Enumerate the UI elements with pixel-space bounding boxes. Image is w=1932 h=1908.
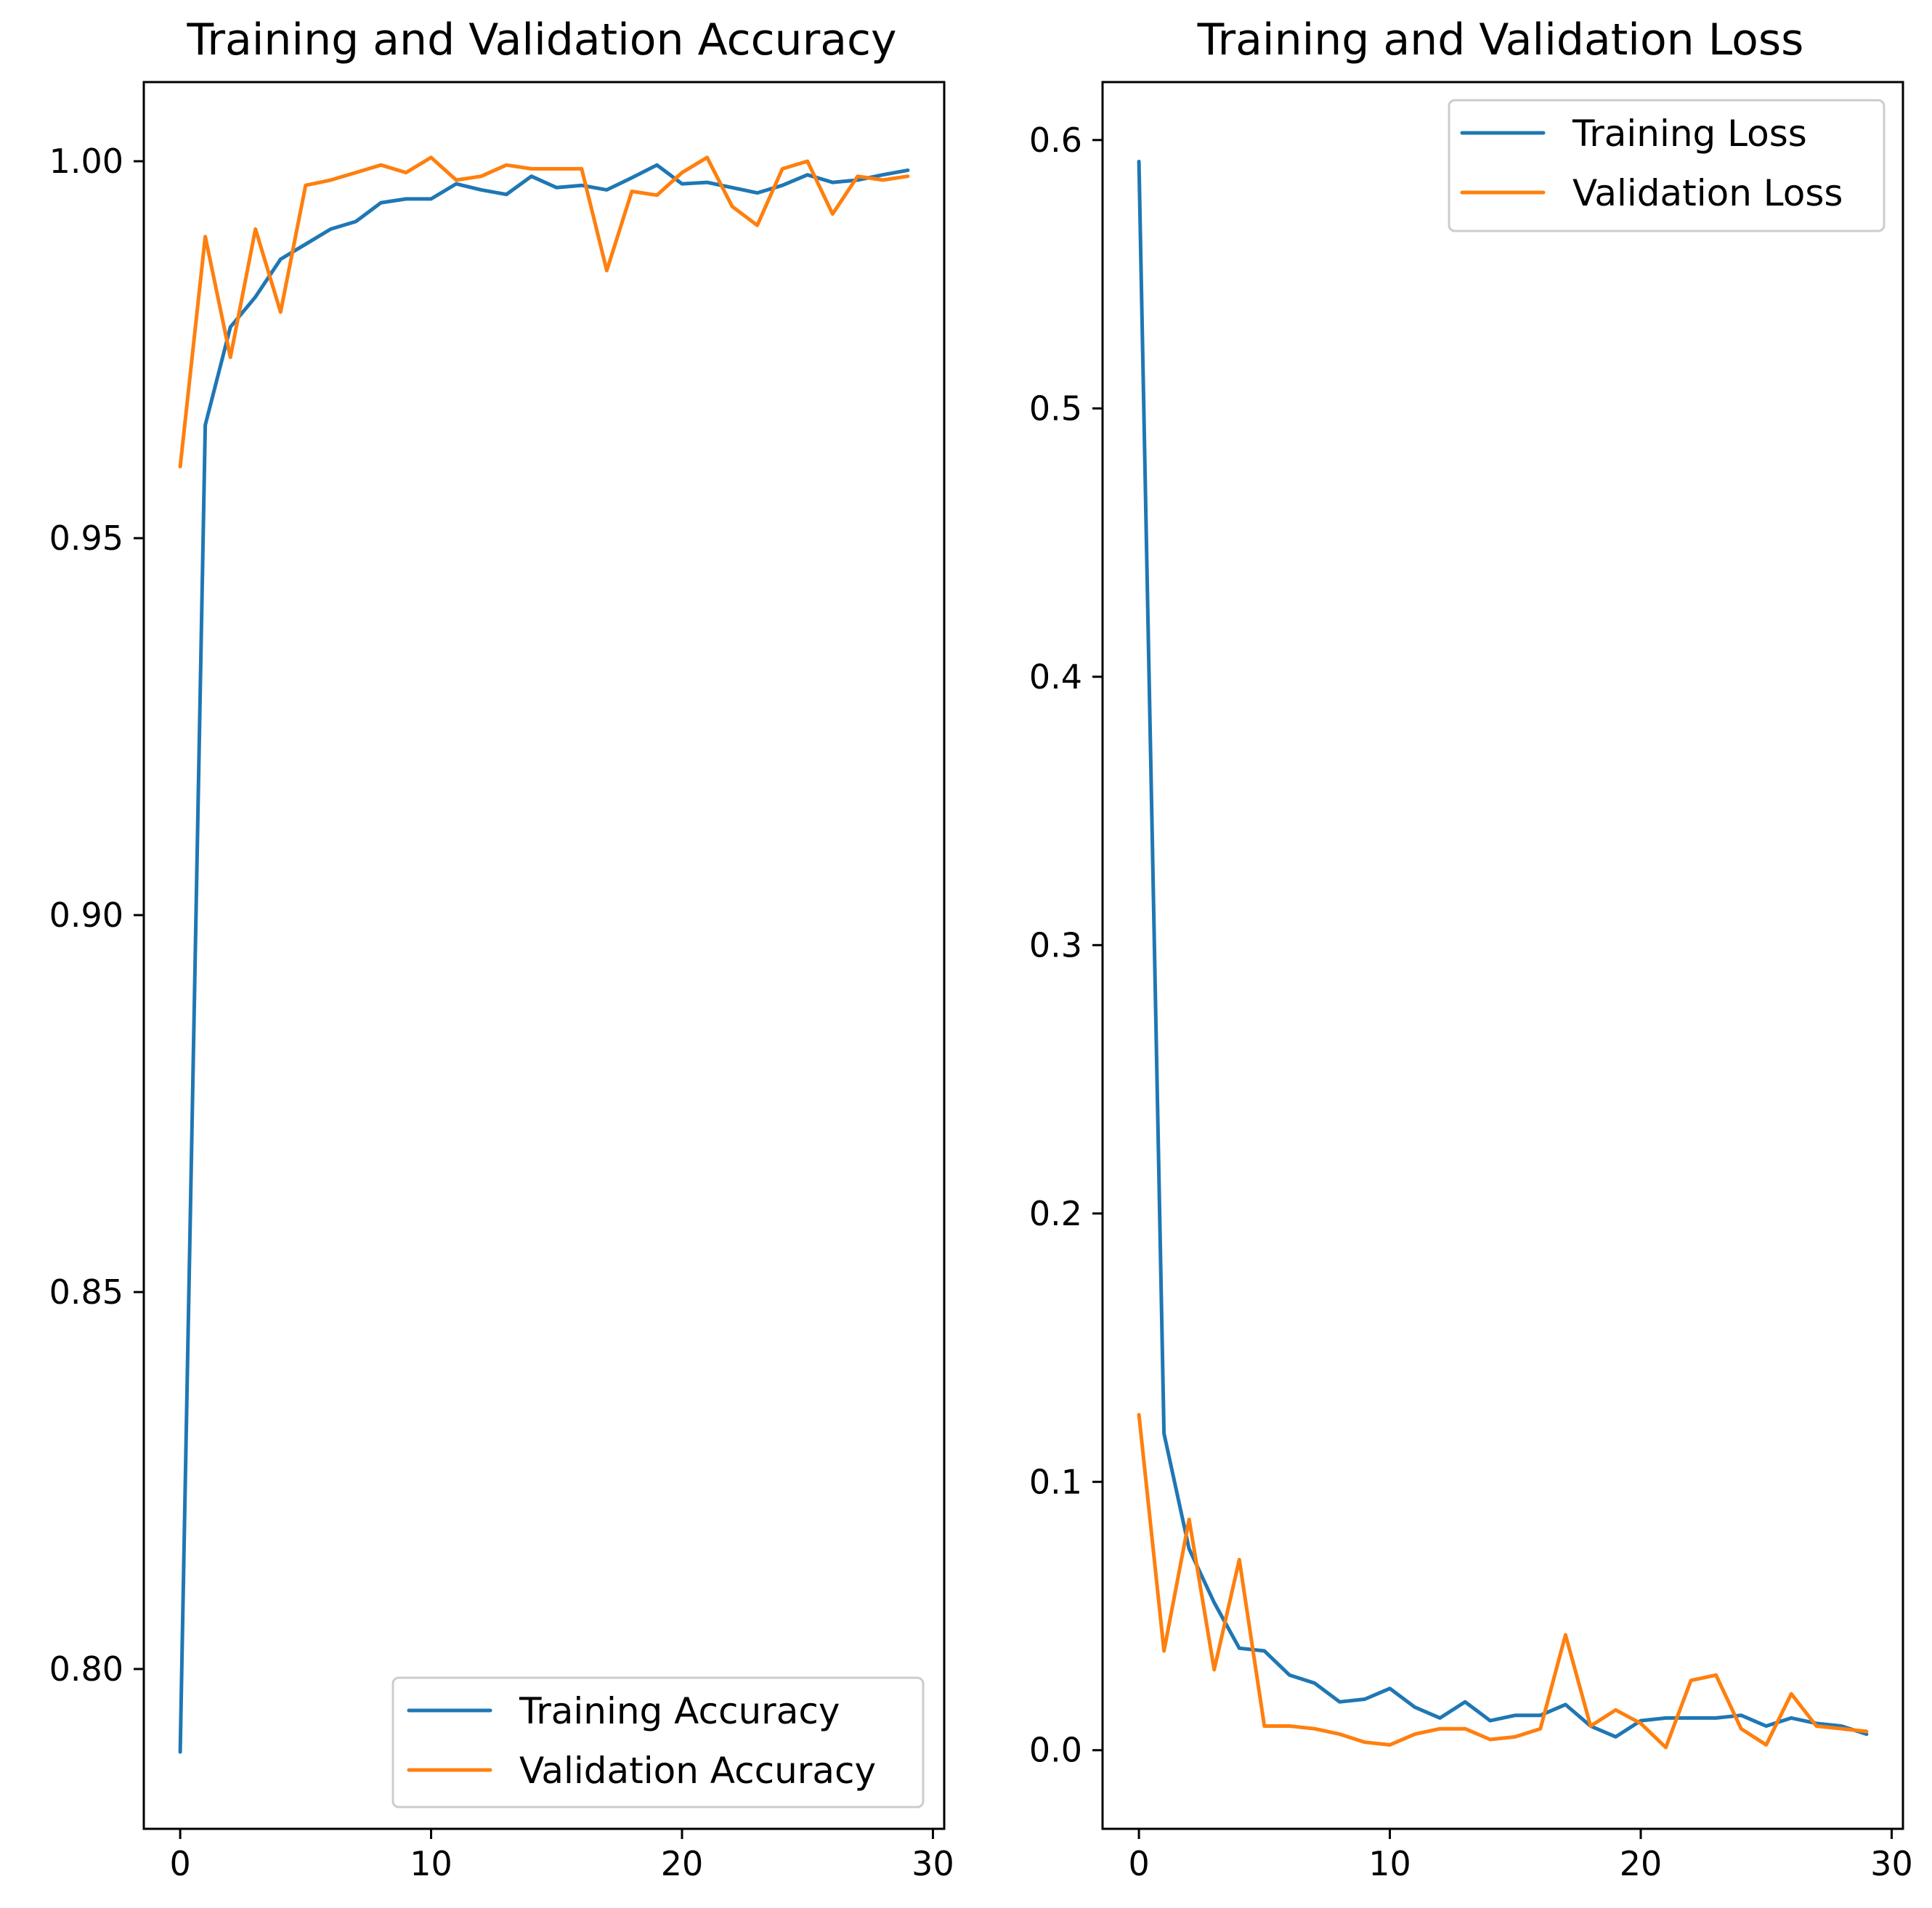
accuracy-x-tick-label: 30 (912, 1844, 954, 1883)
loss-training-line (1137, 159, 1869, 1739)
loss-legend-box (1448, 99, 1886, 232)
loss-y-tick-label: 0.6 (1029, 121, 1082, 160)
loss-y-tick-label: 0.4 (1029, 657, 1082, 697)
loss-y-tick-label: 0.0 (1029, 1731, 1082, 1770)
loss-y-tick-label: 0.2 (1029, 1194, 1082, 1233)
loss-x-tick-label: 20 (1620, 1844, 1663, 1883)
loss-x-tick-label: 10 (1368, 1844, 1411, 1883)
loss-validation-line (1137, 1413, 1869, 1750)
accuracy-y-tick-label: 0.90 (49, 896, 123, 935)
accuracy-plot-frame (142, 81, 946, 1830)
accuracy-y-tick-label: 0.95 (49, 519, 123, 558)
accuracy-chart-title: Training and Validation Accuracy (186, 15, 896, 65)
accuracy-y-tick-label: 0.85 (49, 1272, 123, 1312)
accuracy-validation-line (178, 155, 910, 468)
loss-x-tick-label: 30 (1870, 1844, 1913, 1883)
loss-ticks: 0 10 20 30 0.0 0.1 0.2 0.3 0.4 0.5 0.6 (1029, 121, 1913, 1883)
accuracy-legend-box (391, 1676, 925, 1808)
loss-chart: Training and Validation Loss 0 10 20 300.00… (1029, 15, 1913, 1883)
loss-y-tick-label: 0.3 (1029, 925, 1082, 965)
loss-y-tick-label: 0.5 (1029, 389, 1082, 428)
accuracy-training-line (178, 163, 910, 1754)
loss-legend: Training Loss Validation Loss (1448, 99, 1886, 232)
accuracy-legend-label-training: Training Accuracy (519, 1690, 840, 1732)
accuracy-chart: Training and Validation Accuracy 0 10 20 30… (49, 15, 954, 1883)
accuracy-series-lines (178, 155, 910, 1754)
loss-legend-label-validation: Validation Loss (1572, 172, 1843, 214)
accuracy-y-tick-label: 1.00 (49, 142, 123, 181)
loss-y-tick-label: 0.1 (1029, 1462, 1082, 1501)
accuracy-y-tick-label: 0.80 (49, 1649, 123, 1689)
accuracy-x-tick-label: 10 (410, 1844, 452, 1883)
accuracy-ticks: 0 10 20 30 0.80 0.85 0.90 0.95 1.00 (49, 142, 954, 1883)
loss-chart-title: Training and Validation Loss (1197, 15, 1804, 65)
loss-plot-frame (1101, 81, 1904, 1830)
loss-legend-label-training: Training Loss (1572, 113, 1807, 155)
loss-series-lines (1137, 159, 1869, 1750)
accuracy-legend-label-validation: Validation Accuracy (519, 1750, 876, 1792)
accuracy-legend: Training Accuracy Validation Accuracy (391, 1676, 925, 1808)
loss-x-tick-label: 0 (1128, 1844, 1149, 1883)
accuracy-x-tick-label: 0 (169, 1844, 190, 1883)
accuracy-x-tick-label: 20 (661, 1844, 704, 1883)
